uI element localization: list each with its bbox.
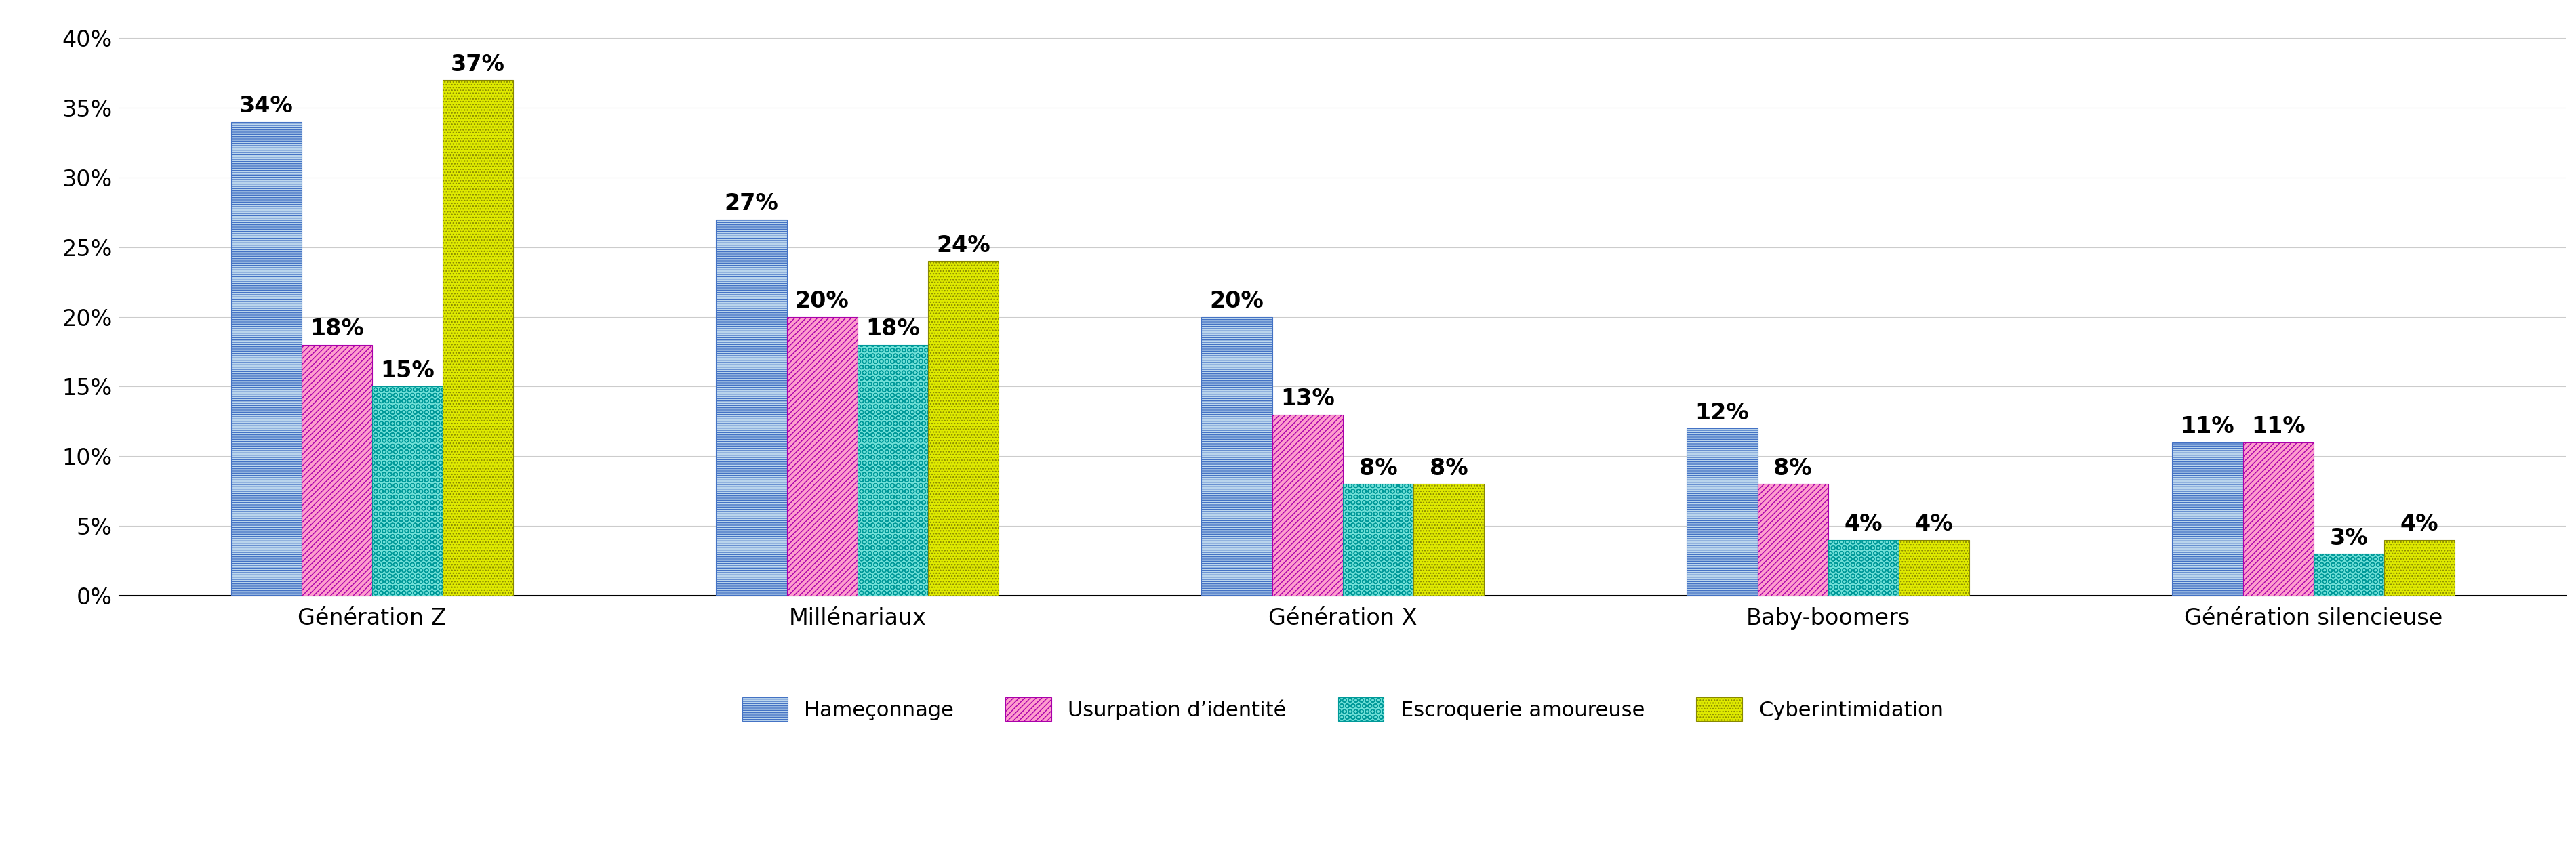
Bar bbox=[858, 345, 927, 596]
Text: 15%: 15% bbox=[381, 360, 435, 382]
Bar bbox=[1273, 414, 1342, 596]
Bar bbox=[1829, 540, 1899, 596]
Legend: Hameçonnage, Usurpation d’identité, Escroquerie amoureuse, Cyberintimidation: Hameçonnage, Usurpation d’identité, Escr… bbox=[732, 687, 1953, 732]
Bar bbox=[716, 219, 786, 596]
Bar bbox=[301, 345, 371, 596]
Bar bbox=[786, 317, 858, 596]
Bar bbox=[1757, 484, 1829, 596]
Text: 11%: 11% bbox=[2179, 416, 2233, 438]
Text: 4%: 4% bbox=[2401, 514, 2439, 536]
Bar bbox=[1687, 429, 1757, 596]
Text: 20%: 20% bbox=[796, 290, 850, 313]
Text: 34%: 34% bbox=[240, 95, 294, 118]
Text: 24%: 24% bbox=[935, 235, 989, 257]
Bar bbox=[371, 386, 443, 596]
Text: 8%: 8% bbox=[1775, 457, 1811, 480]
Bar bbox=[1342, 484, 1414, 596]
Text: 18%: 18% bbox=[866, 318, 920, 340]
Text: 11%: 11% bbox=[2251, 416, 2306, 438]
Text: 13%: 13% bbox=[1280, 388, 1334, 410]
Bar bbox=[1414, 484, 1484, 596]
Bar bbox=[232, 121, 301, 596]
Bar bbox=[443, 80, 513, 596]
Text: 20%: 20% bbox=[1211, 290, 1265, 313]
Text: 8%: 8% bbox=[1360, 457, 1396, 480]
Bar bbox=[2313, 553, 2383, 596]
Text: 4%: 4% bbox=[1844, 514, 1883, 536]
Bar bbox=[2244, 443, 2313, 596]
Text: 4%: 4% bbox=[1914, 514, 1953, 536]
Bar bbox=[927, 261, 999, 596]
Text: 3%: 3% bbox=[2329, 527, 2367, 550]
Text: 37%: 37% bbox=[451, 54, 505, 75]
Text: 27%: 27% bbox=[724, 193, 778, 215]
Text: 18%: 18% bbox=[309, 318, 363, 340]
Text: 8%: 8% bbox=[1430, 457, 1468, 480]
Bar bbox=[1899, 540, 1968, 596]
Bar bbox=[2172, 443, 2244, 596]
Text: 12%: 12% bbox=[1695, 402, 1749, 424]
Bar bbox=[2383, 540, 2455, 596]
Bar bbox=[1200, 317, 1273, 596]
